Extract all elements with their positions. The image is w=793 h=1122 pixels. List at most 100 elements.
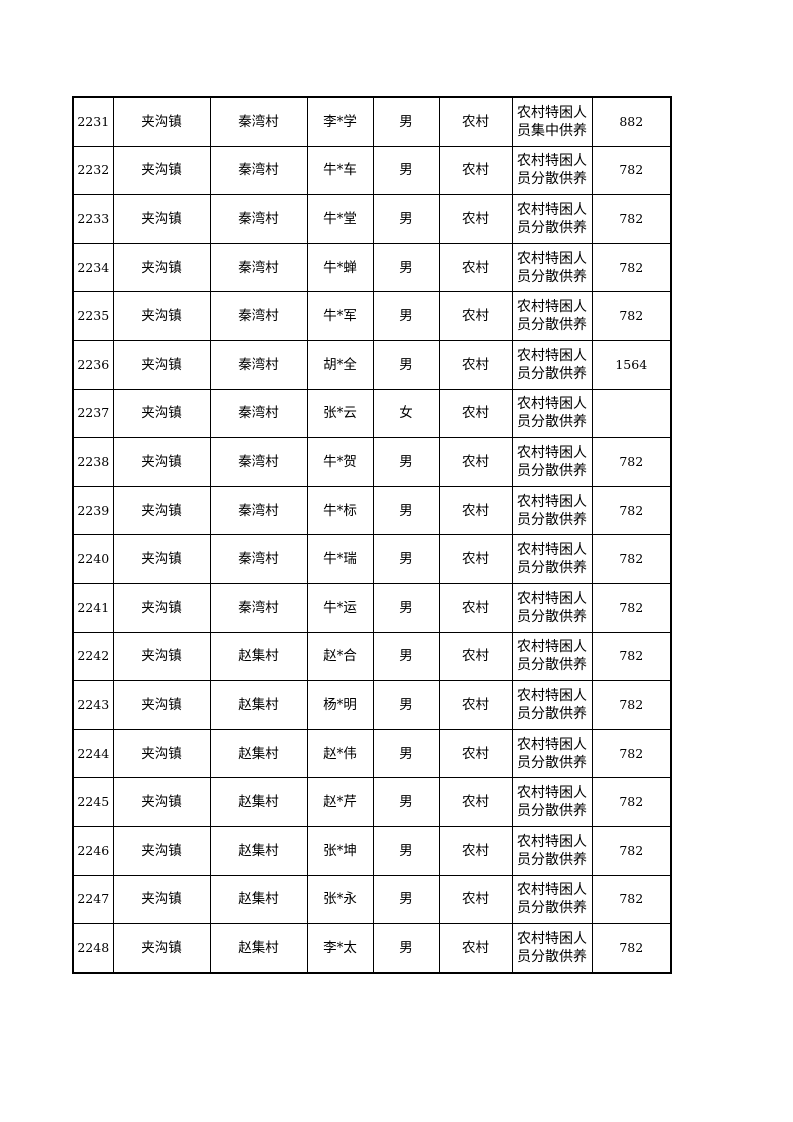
name-cell: 张*坤 [306, 825, 374, 876]
village-cell: 秦湾村 [209, 534, 308, 584]
area-cell: 农村 [438, 534, 513, 584]
category-cell: 农村特困人员分散供养 [511, 582, 593, 633]
village-cell: 赵集村 [209, 825, 308, 876]
category-cell: 农村特困人员分散供养 [511, 485, 593, 536]
amount-cell: 782 [591, 437, 672, 487]
table-row: 2240 夹沟镇 秦湾村 牛*瑞男农村 农村特困人员分散供养 782 [72, 534, 672, 584]
town-cell: 夹沟镇 [112, 680, 211, 730]
row-number: 2232 [72, 145, 114, 196]
table-row: 2235 夹沟镇 秦湾村 牛*军男农村 农村特困人员分散供养 782 [72, 291, 672, 341]
row-number: 2246 [72, 825, 114, 876]
row-number: 2238 [72, 437, 114, 487]
gender-cell: 男 [372, 534, 440, 584]
area-cell: 农村 [438, 631, 513, 682]
area-cell: 农村 [438, 242, 513, 293]
name-cell: 牛*标 [306, 485, 374, 536]
town-cell: 夹沟镇 [112, 728, 211, 779]
gender-cell: 女 [372, 388, 440, 439]
row-number: 2243 [72, 680, 114, 730]
row-number: 2241 [72, 582, 114, 633]
table-row: 2247 夹沟镇 赵集村 张*永男农村 农村特困人员分散供养 782 [72, 874, 672, 925]
row-number: 2237 [72, 388, 114, 439]
village-cell: 秦湾村 [209, 194, 308, 244]
area-cell: 农村 [438, 485, 513, 536]
town-cell: 夹沟镇 [112, 534, 211, 584]
area-cell: 农村 [438, 339, 513, 390]
amount-cell: 782 [591, 194, 672, 244]
amount-cell: 1564 [591, 339, 672, 390]
row-number: 2248 [72, 923, 114, 974]
category-cell: 农村特困人员集中供养 [511, 96, 593, 147]
row-number: 2235 [72, 291, 114, 341]
gender-cell: 男 [372, 825, 440, 876]
amount-cell: 782 [591, 728, 672, 779]
gender-cell: 男 [372, 680, 440, 730]
amount-cell: 782 [591, 242, 672, 293]
table-row: 2236 夹沟镇 秦湾村 胡*全男农村 农村特困人员分散供养 1564 [72, 339, 672, 390]
amount-cell: 782 [591, 923, 672, 974]
village-cell: 赵集村 [209, 680, 308, 730]
town-cell: 夹沟镇 [112, 582, 211, 633]
category-cell: 农村特困人员分散供养 [511, 631, 593, 682]
amount-cell: 782 [591, 777, 672, 827]
name-cell: 牛*堂 [306, 194, 374, 244]
row-number: 2240 [72, 534, 114, 584]
gender-cell: 男 [372, 777, 440, 827]
category-cell: 农村特困人员分散供养 [511, 874, 593, 925]
village-cell: 秦湾村 [209, 96, 308, 147]
category-cell: 农村特困人员分散供养 [511, 777, 593, 827]
table-row: 2238 夹沟镇 秦湾村 牛*贺男农村 农村特困人员分散供养 782 [72, 437, 672, 487]
table-row: 2244 夹沟镇 赵集村 赵*伟男农村 农村特困人员分散供养 782 [72, 728, 672, 779]
area-cell: 农村 [438, 728, 513, 779]
gender-cell: 男 [372, 631, 440, 682]
village-cell: 赵集村 [209, 631, 308, 682]
row-number: 2231 [72, 96, 114, 147]
town-cell: 夹沟镇 [112, 825, 211, 876]
name-cell: 赵*伟 [306, 728, 374, 779]
row-number: 2236 [72, 339, 114, 390]
row-number: 2233 [72, 194, 114, 244]
village-cell: 秦湾村 [209, 242, 308, 293]
name-cell: 赵*合 [306, 631, 374, 682]
town-cell: 夹沟镇 [112, 485, 211, 536]
town-cell: 夹沟镇 [112, 631, 211, 682]
amount-cell: 782 [591, 485, 672, 536]
name-cell: 胡*全 [306, 339, 374, 390]
category-cell: 农村特困人员分散供养 [511, 534, 593, 584]
gender-cell: 男 [372, 582, 440, 633]
area-cell: 农村 [438, 388, 513, 439]
category-cell: 农村特困人员分散供养 [511, 728, 593, 779]
category-cell: 农村特困人员分散供养 [511, 291, 593, 341]
name-cell: 牛*车 [306, 145, 374, 196]
town-cell: 夹沟镇 [112, 777, 211, 827]
amount-cell: 782 [591, 631, 672, 682]
area-cell: 农村 [438, 194, 513, 244]
table-row: 2231 夹沟镇 秦湾村 李*学男农村 农村特困人员集中供养 882 [72, 96, 672, 147]
row-number: 2245 [72, 777, 114, 827]
amount-cell [591, 388, 672, 439]
table-row: 2245 夹沟镇 赵集村 赵*芹男农村 农村特困人员分散供养 782 [72, 777, 672, 827]
amount-cell: 782 [591, 825, 672, 876]
name-cell: 张*云 [306, 388, 374, 439]
name-cell: 李*太 [306, 923, 374, 974]
area-cell: 农村 [438, 582, 513, 633]
beneficiary-table: 2231 夹沟镇 秦湾村 李*学男农村 农村特困人员集中供养 882 2232 夹沟镇 秦湾村牛… [72, 96, 672, 974]
name-cell: 杨*明 [306, 680, 374, 730]
amount-cell: 782 [591, 582, 672, 633]
town-cell: 夹沟镇 [112, 291, 211, 341]
town-cell: 夹沟镇 [112, 96, 211, 147]
table-row: 2242 夹沟镇 赵集村 赵*合男农村 农村特困人员分散供养 782 [72, 631, 672, 682]
town-cell: 夹沟镇 [112, 194, 211, 244]
gender-cell: 男 [372, 923, 440, 974]
area-cell: 农村 [438, 777, 513, 827]
table-row: 2233 夹沟镇 秦湾村 牛*堂男农村 农村特困人员分散供养 782 [72, 194, 672, 244]
gender-cell: 男 [372, 728, 440, 779]
row-number: 2239 [72, 485, 114, 536]
area-cell: 农村 [438, 825, 513, 876]
amount-cell: 782 [591, 145, 672, 196]
village-cell: 秦湾村 [209, 339, 308, 390]
table-row: 2234 夹沟镇 秦湾村 牛*蝉男农村 农村特困人员分散供养 782 [72, 242, 672, 293]
village-cell: 秦湾村 [209, 145, 308, 196]
amount-cell: 782 [591, 874, 672, 925]
gender-cell: 男 [372, 485, 440, 536]
